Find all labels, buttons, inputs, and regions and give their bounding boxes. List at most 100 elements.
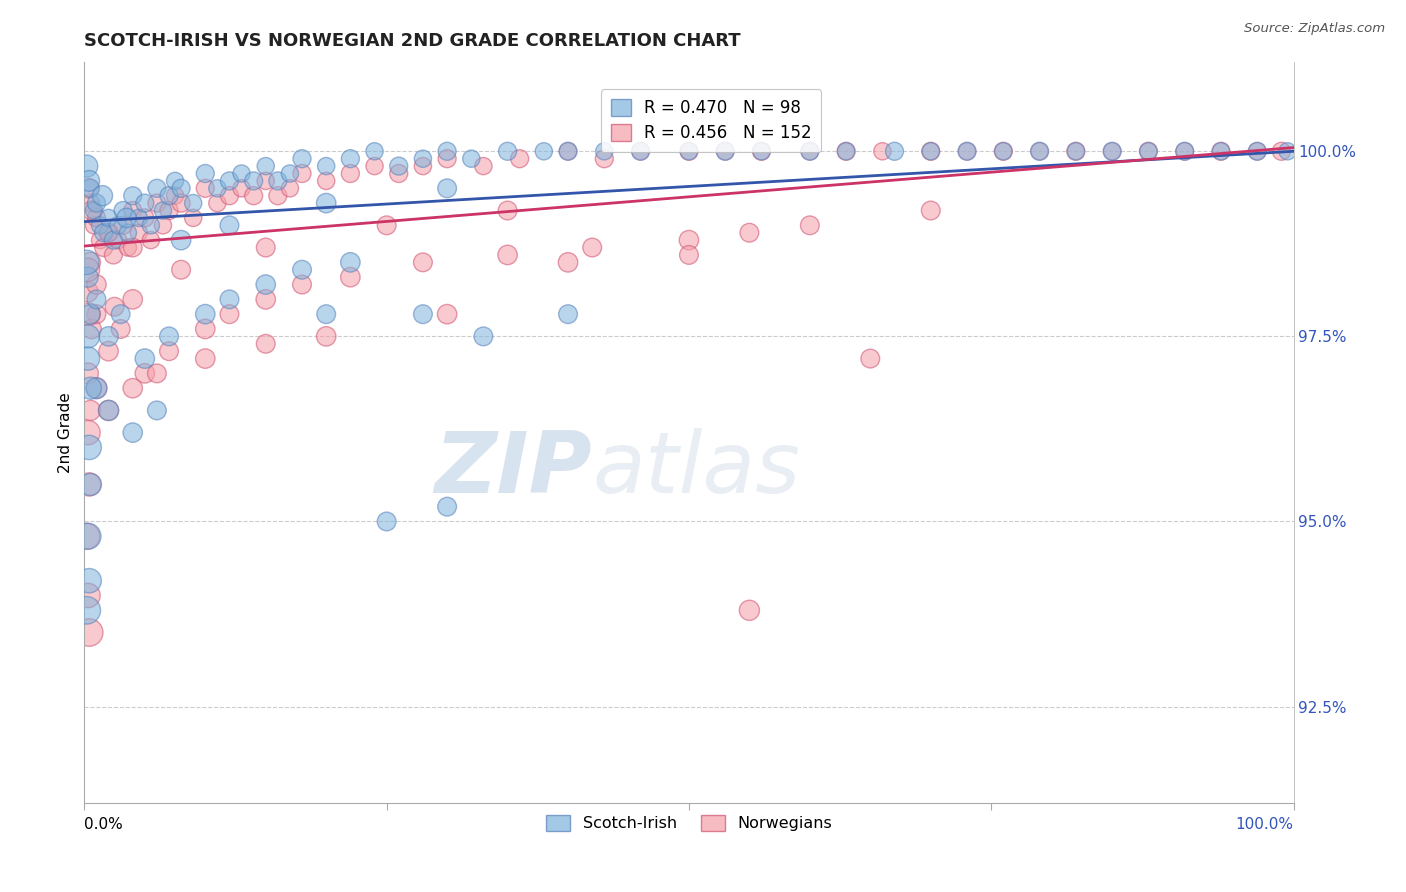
Point	[139, 233, 162, 247]
Point	[315, 174, 337, 188]
Point	[128, 226, 150, 240]
Point	[76, 159, 98, 173]
Point	[89, 233, 111, 247]
Point	[557, 255, 579, 269]
Point	[134, 196, 156, 211]
Point	[207, 196, 229, 211]
Point	[375, 515, 398, 529]
Point	[388, 159, 411, 173]
Point	[83, 219, 105, 233]
Point	[104, 300, 127, 314]
Point	[678, 145, 700, 159]
Point	[86, 381, 108, 395]
Point	[412, 159, 434, 173]
Point	[77, 307, 100, 321]
Point	[630, 145, 652, 159]
Point	[315, 159, 337, 173]
Point	[117, 226, 139, 240]
Point	[76, 255, 98, 269]
Point	[751, 145, 773, 159]
Point	[77, 367, 100, 381]
Point	[254, 174, 277, 188]
Point	[267, 174, 290, 188]
Point	[593, 152, 616, 166]
Point	[79, 477, 101, 491]
Point	[79, 403, 101, 417]
Point	[231, 181, 253, 195]
Point	[678, 145, 700, 159]
Point	[496, 248, 519, 262]
Point	[86, 277, 108, 292]
Point	[436, 500, 458, 514]
Point	[218, 174, 240, 188]
Point	[920, 145, 942, 159]
Point	[194, 167, 217, 181]
Point	[121, 241, 143, 255]
Point	[77, 270, 100, 285]
Point	[170, 233, 193, 247]
Text: SCOTCH-IRISH VS NORWEGIAN 2ND GRADE CORRELATION CHART: SCOTCH-IRISH VS NORWEGIAN 2ND GRADE CORR…	[84, 32, 741, 50]
Point	[412, 255, 434, 269]
Point	[1209, 145, 1232, 159]
Point	[557, 145, 579, 159]
Point	[121, 381, 143, 395]
Point	[77, 329, 100, 343]
Point	[291, 277, 314, 292]
Point	[218, 307, 240, 321]
Point	[267, 188, 290, 202]
Point	[97, 403, 120, 417]
Point	[194, 322, 217, 336]
Point	[110, 322, 132, 336]
Point	[339, 152, 361, 166]
Point	[799, 219, 821, 233]
Point	[93, 241, 115, 255]
Point	[77, 441, 100, 455]
Point	[1028, 145, 1050, 159]
Point	[472, 329, 495, 343]
Point	[714, 145, 737, 159]
Point	[231, 167, 253, 181]
Point	[436, 145, 458, 159]
Point	[956, 145, 979, 159]
Point	[80, 322, 103, 336]
Point	[77, 425, 100, 440]
Point	[315, 196, 337, 211]
Point	[1174, 145, 1197, 159]
Point	[146, 181, 169, 195]
Point	[134, 211, 156, 225]
Point	[107, 233, 129, 247]
Point	[714, 145, 737, 159]
Point	[83, 203, 105, 218]
Point	[103, 248, 125, 262]
Point	[920, 203, 942, 218]
Point	[751, 145, 773, 159]
Point	[375, 219, 398, 233]
Text: ZIP: ZIP	[434, 428, 592, 511]
Point	[436, 152, 458, 166]
Point	[460, 152, 482, 166]
Point	[181, 211, 204, 225]
Point	[278, 181, 301, 195]
Point	[254, 241, 277, 255]
Point	[77, 625, 100, 640]
Point	[254, 159, 277, 173]
Point	[388, 167, 411, 181]
Point	[835, 145, 858, 159]
Point	[77, 589, 100, 603]
Text: 100.0%: 100.0%	[1236, 817, 1294, 831]
Point	[181, 196, 204, 211]
Point	[76, 529, 98, 543]
Point	[1101, 145, 1123, 159]
Point	[581, 241, 603, 255]
Point	[993, 145, 1015, 159]
Point	[1277, 145, 1299, 159]
Point	[97, 226, 120, 240]
Point	[1101, 145, 1123, 159]
Point	[254, 336, 277, 351]
Point	[254, 277, 277, 292]
Point	[630, 145, 652, 159]
Point	[77, 181, 100, 195]
Point	[254, 293, 277, 307]
Point	[194, 307, 217, 321]
Y-axis label: 2nd Grade: 2nd Grade	[58, 392, 73, 473]
